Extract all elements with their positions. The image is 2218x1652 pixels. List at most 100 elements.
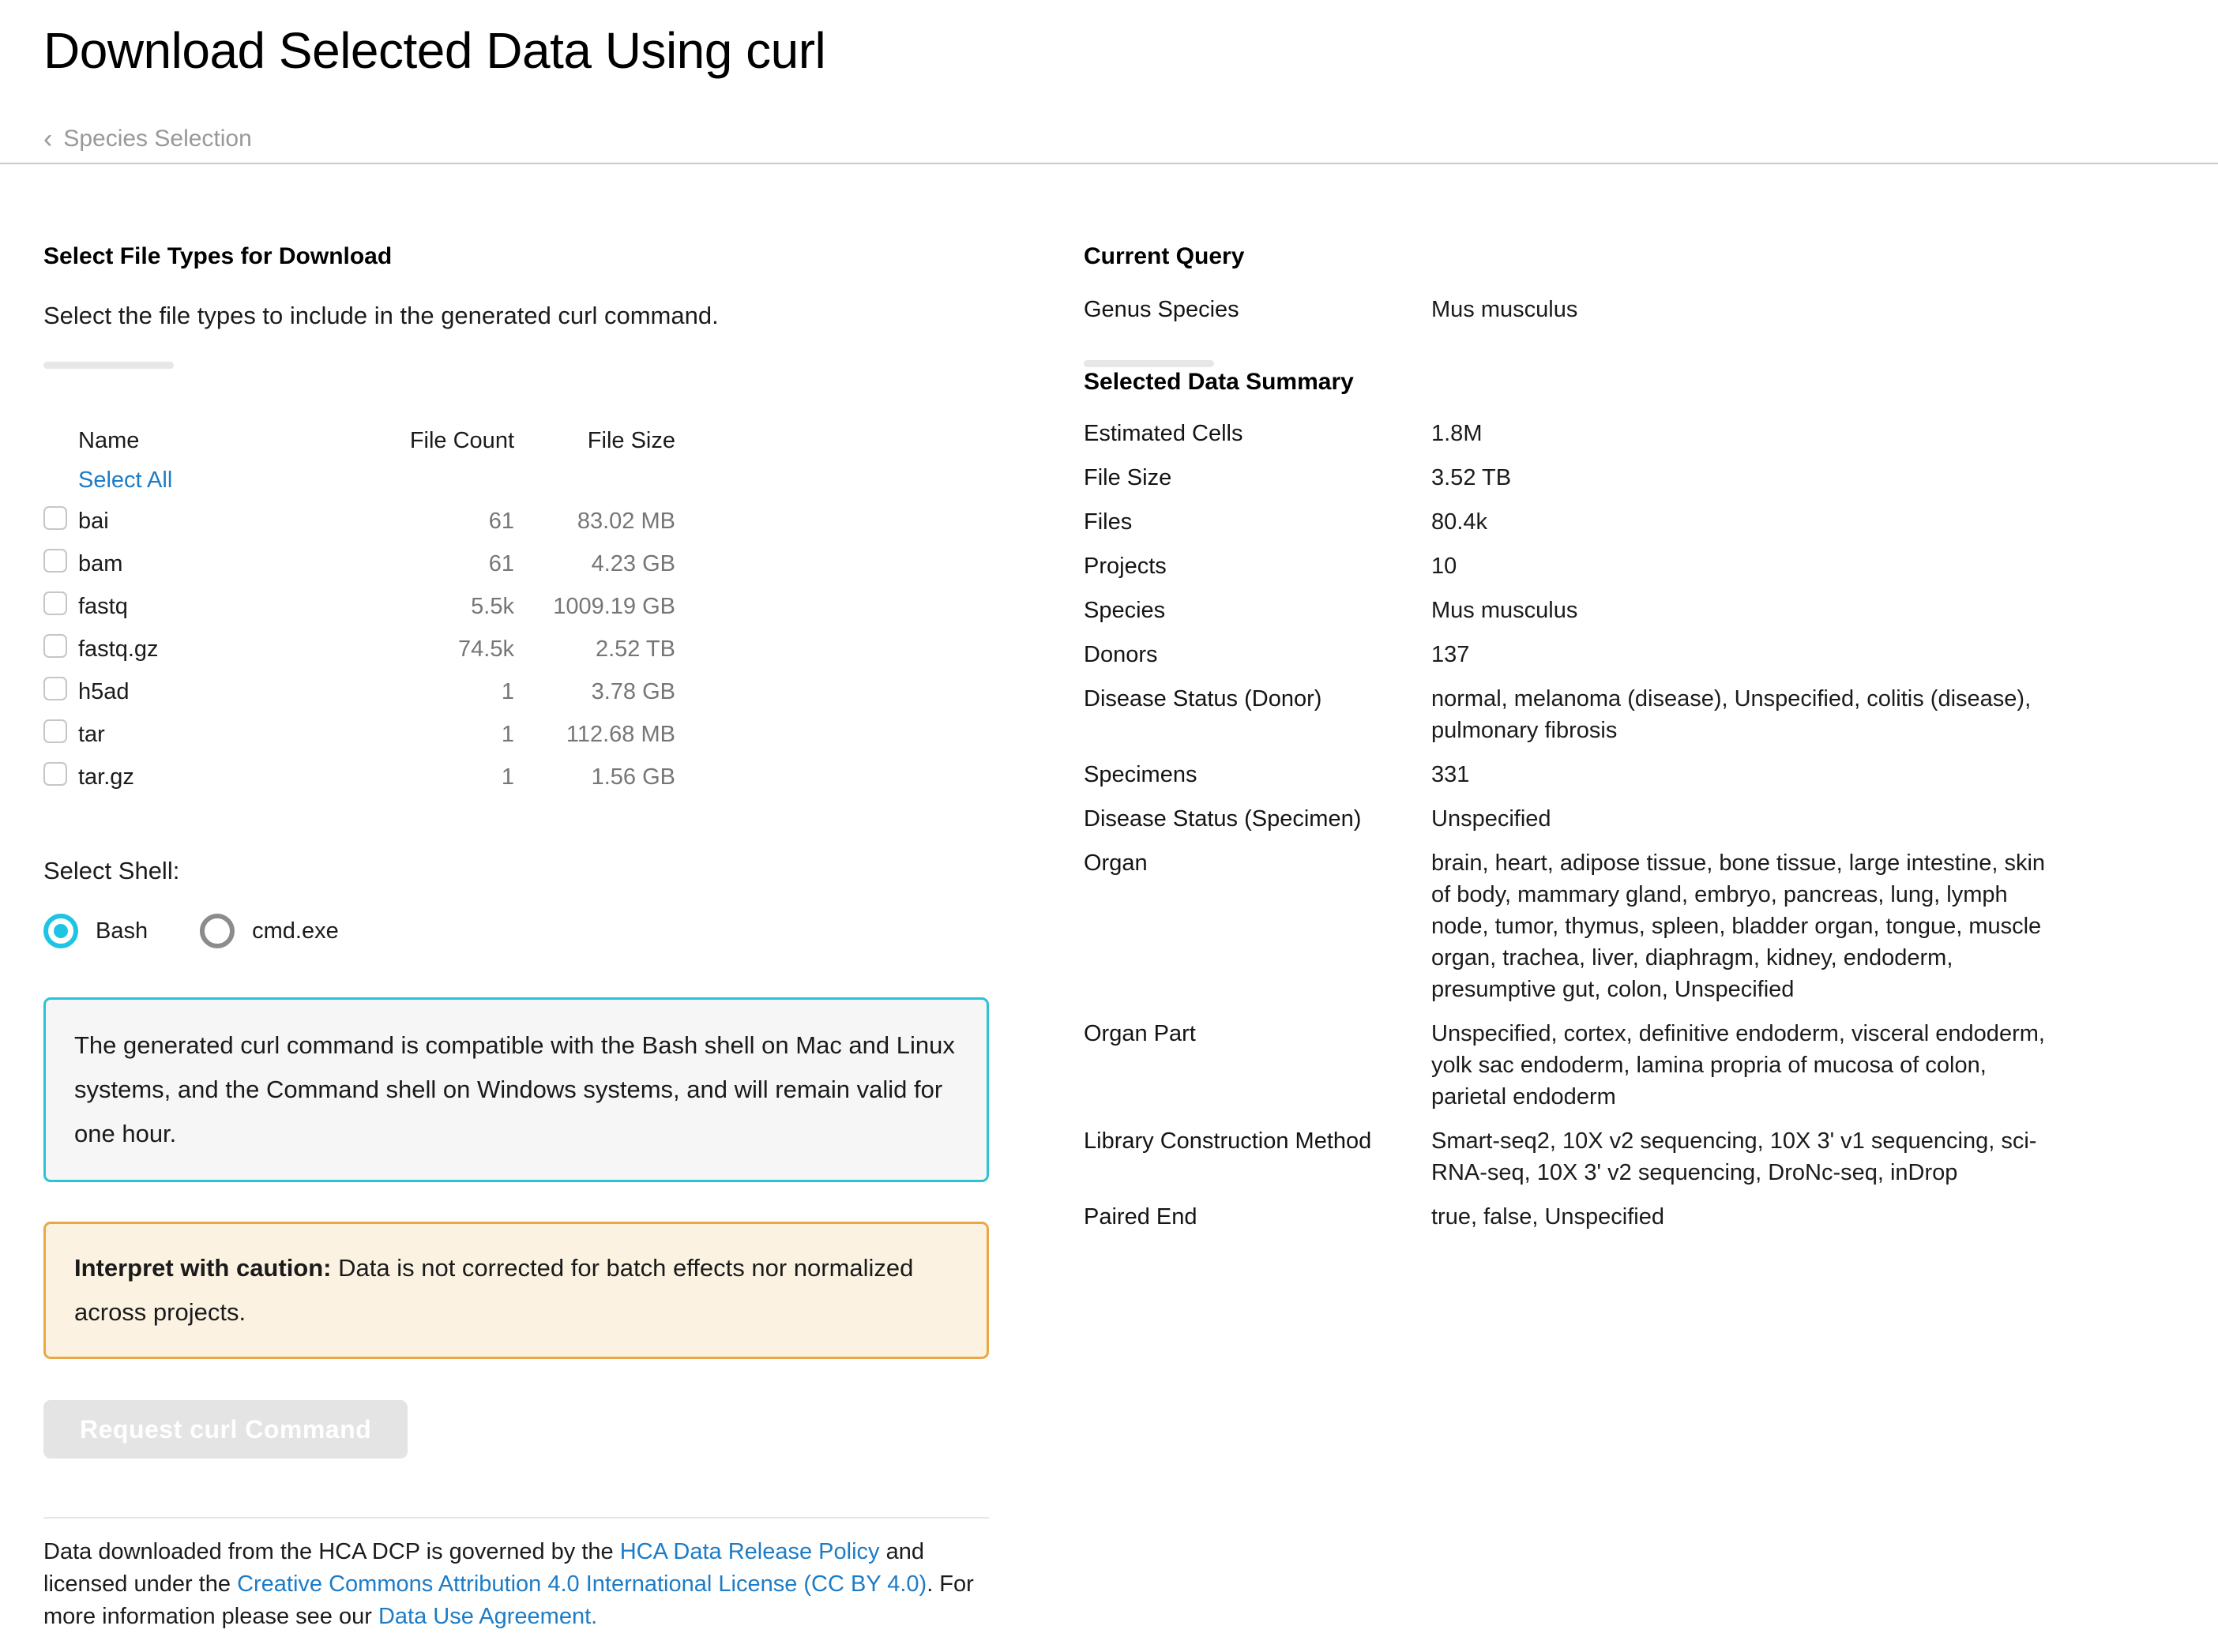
file-size-value: 4.23 GB bbox=[591, 550, 675, 576]
file-size-value: 1.56 GB bbox=[591, 764, 675, 790]
summary-label: Specimens bbox=[1084, 762, 1197, 787]
file-type-checkbox[interactable] bbox=[43, 634, 67, 658]
file-type-name: tar.gz bbox=[78, 764, 134, 790]
table-row: bai 61 83.02 MB bbox=[43, 500, 675, 543]
page-header: Download Selected Data Using curl ‹ Spec… bbox=[0, 0, 2218, 153]
summary-value: 80.4k bbox=[1431, 509, 1487, 535]
file-type-name: fastq.gz bbox=[78, 636, 159, 662]
summary-label: Organ Part bbox=[1084, 1021, 1196, 1046]
file-type-name: bam bbox=[78, 550, 123, 576]
summary-row: Donors 137 bbox=[1084, 639, 2057, 670]
cc-by-license-link[interactable]: Creative Commons Attribution 4.0 Interna… bbox=[237, 1571, 927, 1597]
summary-value: 1.8M bbox=[1431, 421, 1483, 446]
summary-value: Unspecified, cortex, definitive endoderm… bbox=[1431, 1021, 2045, 1109]
summary-label: File Size bbox=[1084, 465, 1172, 490]
policy-text-3: . For more information please see our bbox=[43, 1571, 974, 1629]
file-count-value: 61 bbox=[488, 508, 514, 534]
breadcrumb-back-link[interactable]: ‹ Species Selection bbox=[43, 125, 2175, 153]
breadcrumb-label: Species Selection bbox=[63, 126, 252, 152]
summary-label: Disease Status (Donor) bbox=[1084, 686, 1322, 711]
caution-note-text: Data is not corrected for batch effects … bbox=[74, 1254, 914, 1326]
summary-value: 137 bbox=[1431, 642, 1470, 667]
column-header-file-count: File Count bbox=[409, 427, 514, 453]
shell-option-label: Bash bbox=[96, 918, 148, 944]
file-count-value: 61 bbox=[488, 550, 514, 576]
summary-value: 3.52 TB bbox=[1431, 465, 1512, 490]
shell-radio-option[interactable]: Bash bbox=[43, 914, 148, 948]
radio-dot bbox=[54, 924, 68, 938]
file-count-value: 1 bbox=[501, 764, 514, 790]
query-label: Genus Species bbox=[1084, 297, 1239, 322]
data-policy-text: Data downloaded from the HCA DCP is gove… bbox=[43, 1536, 989, 1633]
radio-button-icon[interactable] bbox=[43, 914, 78, 948]
summary-row: File Size 3.52 TB bbox=[1084, 462, 2057, 494]
table-row: tar.gz 1 1.56 GB bbox=[43, 756, 675, 798]
policy-text-1: Data downloaded from the HCA DCP is gove… bbox=[43, 1539, 620, 1564]
file-type-name: bai bbox=[78, 508, 109, 534]
table-row: bam 61 4.23 GB bbox=[43, 543, 675, 585]
summary-label: Files bbox=[1084, 509, 1133, 535]
file-count-value: 74.5k bbox=[458, 636, 514, 662]
radio-button-icon[interactable] bbox=[200, 914, 235, 948]
summary-value: Smart-seq2, 10X v2 sequencing, 10X 3' v1… bbox=[1431, 1128, 2037, 1185]
select-all-link[interactable]: Select All bbox=[78, 467, 173, 493]
summary-row: Projects 10 bbox=[1084, 550, 2057, 582]
request-curl-command-button[interactable]: Request curl Command bbox=[43, 1400, 408, 1459]
query-value: Mus musculus bbox=[1431, 297, 1578, 322]
summary-row: Organ Part Unspecified, cortex, definiti… bbox=[1084, 1018, 2057, 1113]
caution-note: Interpret with caution: Data is not corr… bbox=[43, 1222, 989, 1359]
file-type-checkbox[interactable] bbox=[43, 677, 67, 700]
file-type-checkbox[interactable] bbox=[43, 591, 67, 615]
summary-row: Specimens 331 bbox=[1084, 759, 2057, 790]
summary-row: Species Mus musculus bbox=[1084, 595, 2057, 626]
divider-bar bbox=[43, 362, 174, 369]
file-size-value: 2.52 TB bbox=[595, 636, 675, 662]
summary-value: brain, heart, adipose tissue, bone tissu… bbox=[1431, 850, 2046, 1002]
summary-row: Disease Status (Specimen) Unspecified bbox=[1084, 803, 2057, 835]
file-table-header: Name File Count File Size bbox=[43, 426, 675, 456]
select-shell-label: Select Shell: bbox=[43, 857, 180, 884]
summary-value: 10 bbox=[1431, 554, 1457, 579]
file-types-table: Name File Count File Size Select All bai… bbox=[43, 426, 675, 798]
policy-text-2: and licensed under the bbox=[43, 1539, 924, 1597]
shell-radio-option[interactable]: cmd.exe bbox=[200, 914, 339, 948]
shell-option-label: cmd.exe bbox=[252, 918, 339, 944]
file-size-value: 83.02 MB bbox=[577, 508, 675, 534]
download-form-panel: Select File Types for Download Select th… bbox=[43, 242, 989, 1633]
file-type-checkbox[interactable] bbox=[43, 506, 67, 530]
summary-label: Paired End bbox=[1084, 1204, 1197, 1230]
file-types-heading: Select File Types for Download bbox=[43, 243, 393, 269]
curl-compatibility-note: The generated curl command is compatible… bbox=[43, 997, 989, 1182]
file-type-name: tar bbox=[78, 721, 105, 747]
file-count-value: 1 bbox=[501, 721, 514, 747]
file-types-description: Select the file types to include in the … bbox=[43, 302, 719, 329]
summary-value: Unspecified bbox=[1431, 806, 1551, 832]
table-row: fastq 5.5k 1009.19 GB bbox=[43, 585, 675, 628]
selected-data-summary-heading: Selected Data Summary bbox=[1084, 369, 1354, 395]
divider-bar bbox=[1084, 360, 1214, 367]
summary-rows: Estimated Cells 1.8M File Size 3.52 TB F… bbox=[1084, 418, 2057, 1233]
file-type-checkbox[interactable] bbox=[43, 549, 67, 573]
header-divider bbox=[0, 163, 2218, 164]
file-type-checkbox[interactable] bbox=[43, 719, 67, 743]
table-row: fastq.gz 74.5k 2.52 TB bbox=[43, 628, 675, 670]
file-type-name: fastq bbox=[78, 593, 128, 619]
summary-value: true, false, Unspecified bbox=[1431, 1204, 1664, 1230]
hca-data-release-policy-link[interactable]: HCA Data Release Policy bbox=[619, 1539, 880, 1564]
summary-label: Estimated Cells bbox=[1084, 421, 1243, 446]
file-size-value: 1009.19 GB bbox=[553, 593, 675, 619]
data-use-agreement-link[interactable]: Data Use Agreement. bbox=[378, 1604, 598, 1629]
summary-label: Disease Status (Specimen) bbox=[1084, 806, 1362, 832]
summary-label: Species bbox=[1084, 598, 1166, 623]
summary-label: Donors bbox=[1084, 642, 1158, 667]
query-summary-panel: Current Query Genus Species Mus musculus… bbox=[1084, 242, 2057, 1245]
file-type-checkbox[interactable] bbox=[43, 762, 67, 786]
summary-value: 331 bbox=[1431, 762, 1470, 787]
chevron-left-icon: ‹ bbox=[43, 124, 53, 154]
footer-divider bbox=[43, 1517, 989, 1519]
file-size-value: 112.68 MB bbox=[566, 721, 675, 747]
main-content: Select File Types for Download Select th… bbox=[0, 164, 2218, 1652]
summary-value: normal, melanoma (disease), Unspecified,… bbox=[1431, 686, 2032, 743]
summary-row: Files 80.4k bbox=[1084, 506, 2057, 538]
file-table-rows: bai 61 83.02 MB bam 61 4.23 GB fastq bbox=[43, 500, 675, 798]
